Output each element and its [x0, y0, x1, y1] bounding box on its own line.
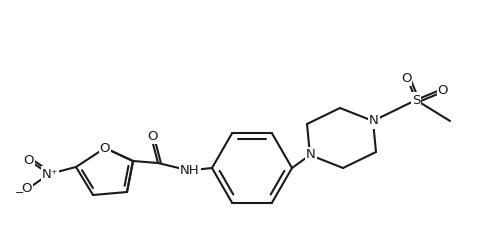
Text: O: O	[24, 155, 34, 168]
Text: S: S	[411, 93, 419, 106]
Text: O: O	[100, 142, 110, 155]
Text: O: O	[147, 130, 158, 143]
Text: O: O	[400, 72, 410, 84]
Text: O: O	[21, 181, 32, 194]
Text: N⁺: N⁺	[41, 168, 58, 181]
Text: N: N	[368, 114, 378, 127]
Text: −: −	[15, 188, 24, 198]
Text: NH: NH	[180, 164, 200, 177]
Text: N: N	[305, 148, 315, 161]
Text: O: O	[437, 84, 447, 97]
